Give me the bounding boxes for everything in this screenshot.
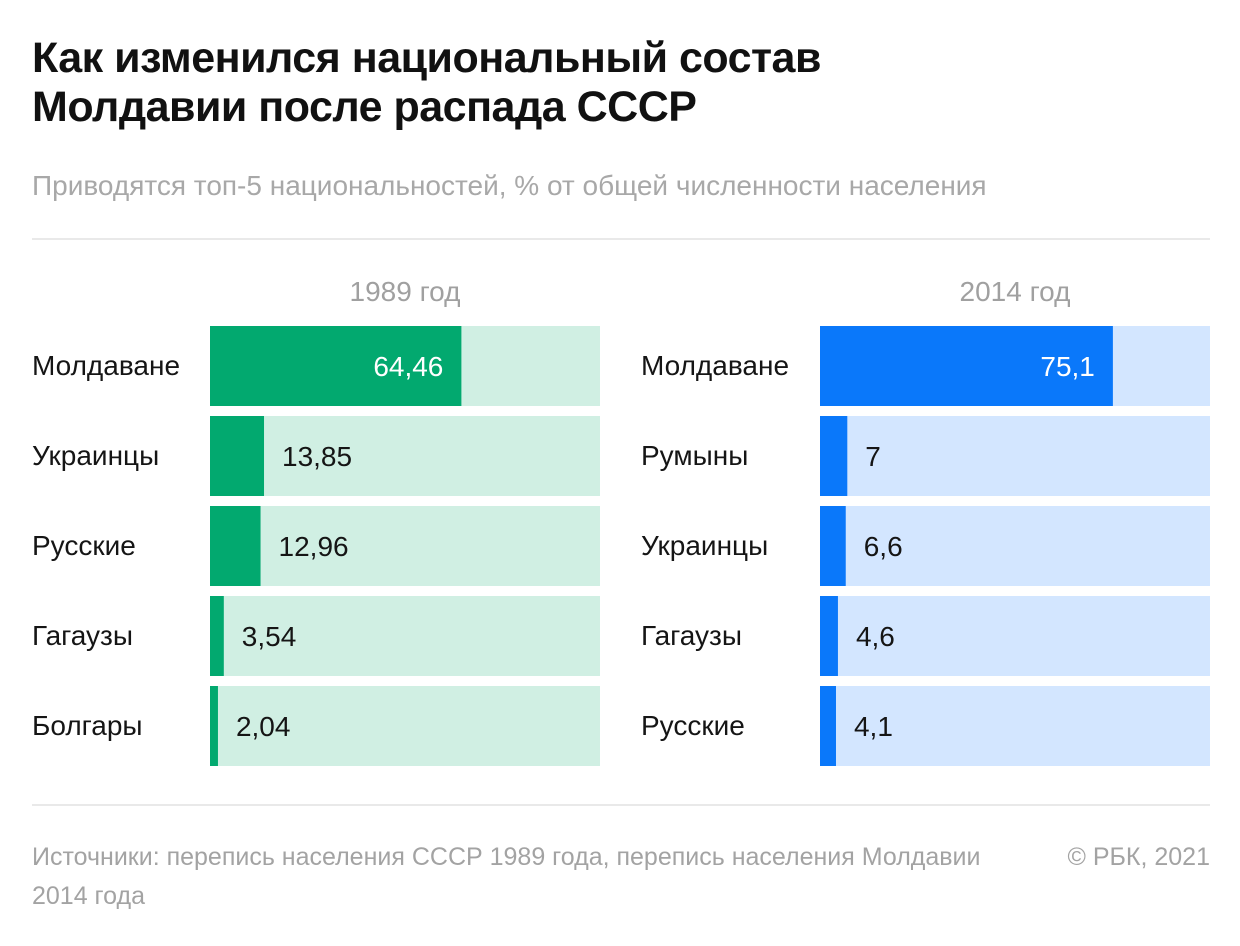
value-label-1989-0: 64,46 [373,351,443,382]
bar-2014-2 [820,506,846,586]
value-label-1989-2: 12,96 [279,531,349,562]
bar-track-2014-4 [820,686,1210,766]
bar-1989-1 [210,416,265,496]
source-note: Источники: перепись населения СССР 1989 … [32,843,981,910]
row-label-2014-romanians: Румыны [641,440,749,471]
row-label-2014-ukrainians: Украинцы [641,530,769,561]
bar-track-2014-2 [820,506,1210,586]
value-label-1989-3: 3,54 [242,621,297,652]
row-label-2014-gagauz: Гагаузы [641,620,742,651]
value-label-2014-1: 7 [865,441,881,472]
bar-track-2014-3 [820,596,1210,676]
value-label-2014-2: 6,6 [864,531,903,562]
copyright-note: © РБК, 2021 [1067,843,1210,871]
bar-1989-0 [210,326,462,406]
page-subtitle: Приводятся топ-5 национальностей, % от о… [32,170,987,201]
value-label-2014-3: 4,6 [856,621,895,652]
row-label-1989-russians: Русские [32,530,136,561]
value-label-2014-0: 75,1 [1040,351,1095,382]
bar-track-1989-3 [210,596,600,676]
row-label-1989-moldovans: Молдаване [32,350,181,381]
value-label-1989-1: 13,85 [282,441,352,472]
bar-track-1989-2 [210,506,600,586]
bar-2014-4 [820,686,836,766]
bar-2014-3 [820,596,838,676]
bar-1989-2 [210,506,261,586]
row-label-1989-gagauz: Гагаузы [32,620,133,651]
title-line-1: Как изменился национальный состав [32,34,821,82]
bottom-divider [32,804,1210,806]
row-label-2014-russians: Русские [641,710,745,741]
page-title: Как изменился национальный состав Молдав… [32,34,1212,132]
panel-title-2014: 2014 год [959,276,1071,307]
title-line-2: Молдавии после распада СССР [32,83,697,131]
row-label-2014-moldovans: Молдаване [641,350,790,381]
row-label-1989-bulgarians: Болгары [32,710,143,741]
bar-track-1989-4 [210,686,600,766]
bar-2014-0 [820,326,1113,406]
bar-2014-1 [820,416,848,496]
value-label-1989-4: 2,04 [236,711,291,742]
bar-1989-3 [210,596,224,676]
row-label-1989-ukrainians: Украинцы [32,440,160,471]
top-divider [32,238,1210,240]
bar-track-2014-1 [820,416,1210,496]
bar-track-1989-1 [210,416,600,496]
value-label-2014-4: 4,1 [854,711,893,742]
panel-title-1989: 1989 год [349,276,461,307]
bar-1989-4 [210,686,218,766]
